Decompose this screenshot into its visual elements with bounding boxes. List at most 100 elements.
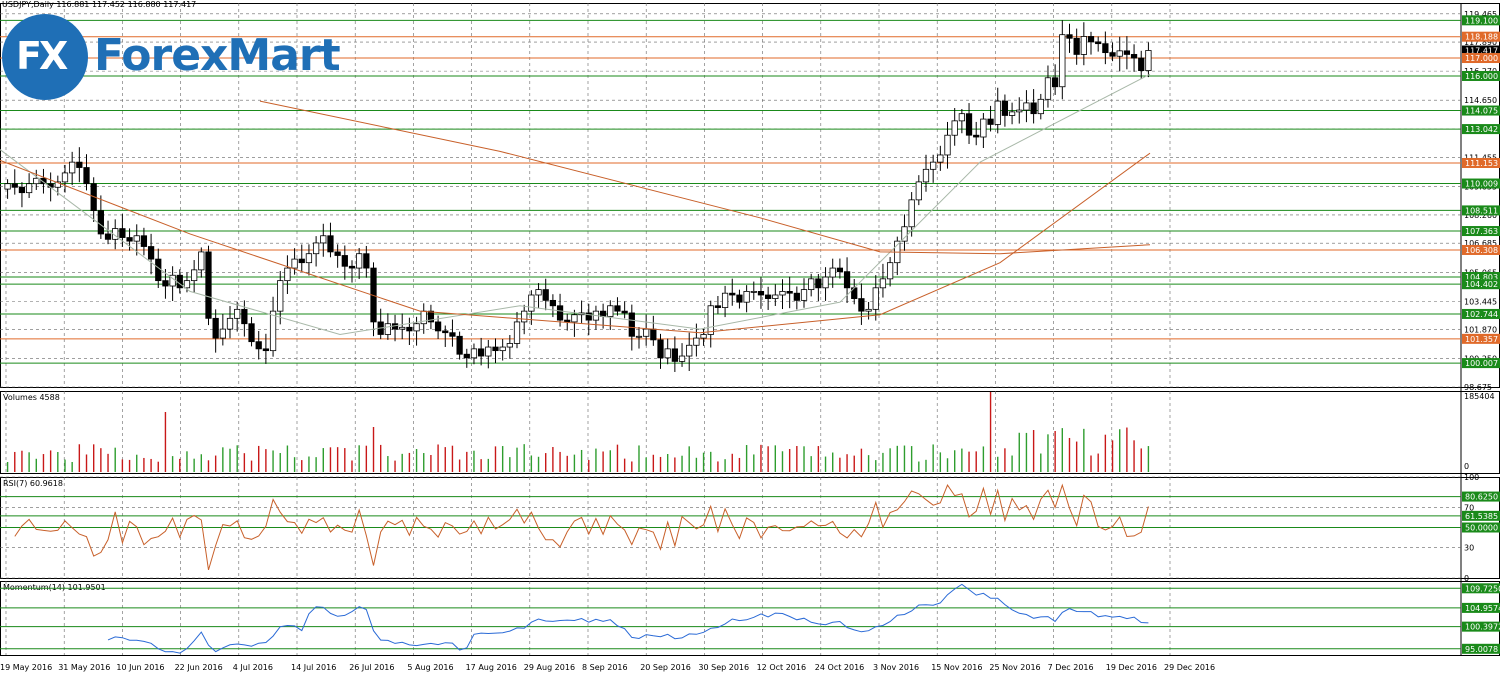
candle-body [334, 251, 341, 256]
candle-body [284, 267, 291, 282]
candle-body [700, 334, 707, 339]
candle-body [83, 167, 90, 185]
momentum-level-label: 100.3972 [1465, 623, 1500, 632]
candle-body [513, 321, 521, 344]
candle-body [427, 310, 435, 323]
logo-mark: FX [2, 14, 88, 100]
candle-body [915, 181, 922, 201]
candle-body [1102, 43, 1109, 54]
level-tag [1462, 226, 1500, 237]
candle-body [599, 310, 607, 317]
candle-body [33, 177, 40, 185]
x-tick-label: 20 Sep 2016 [640, 663, 691, 672]
candle-body [449, 332, 456, 337]
candle-body [162, 280, 169, 287]
momentum-title: Momentum(14) 101.9501 [3, 583, 106, 592]
momentum-level-label: 95.0078 [1465, 645, 1498, 654]
x-tick-label: 8 Sep 2016 [582, 663, 628, 672]
level-tag [1462, 70, 1500, 81]
x-tick-label: 5 Aug 2016 [407, 663, 453, 672]
x-tick-label: 26 Jul 2016 [349, 663, 394, 672]
x-tick-label: 25 Nov 2016 [989, 663, 1040, 672]
candle-body [614, 305, 621, 312]
candle-body [779, 291, 786, 296]
candle-body [707, 305, 714, 335]
candle-body [406, 326, 413, 332]
level-label: 106.308 [1465, 246, 1498, 255]
y-tick-label: 106.685 [1464, 239, 1497, 248]
level-tag [1462, 333, 1500, 344]
candle-body [922, 168, 930, 183]
candle-body [76, 161, 83, 168]
candle-body [528, 294, 535, 312]
x-tick-label: 19 Dec 2016 [1106, 663, 1157, 672]
candle-body [643, 328, 650, 337]
candle-body [686, 344, 693, 357]
candle-body [434, 321, 442, 332]
level-tag [1462, 308, 1500, 319]
candle-body [865, 308, 872, 312]
candle-body [97, 210, 104, 235]
candle-body [1066, 34, 1073, 39]
candle-body [994, 100, 1001, 125]
candle-body [937, 154, 944, 163]
candle-body [1052, 77, 1059, 88]
x-tick-label: 29 Aug 2016 [524, 663, 575, 672]
rsi-tick-label: 0 [1464, 574, 1469, 583]
level-label: 118.188 [1465, 33, 1498, 42]
volume-zero-label: 0 [1464, 462, 1469, 471]
candle-body [808, 278, 815, 291]
logo-wordmark: ForexMart [94, 30, 341, 81]
candle-body [1037, 98, 1044, 115]
candle-body [499, 346, 506, 352]
x-tick-label: 17 Aug 2016 [466, 663, 517, 672]
y-tick-label: 103.445 [1464, 297, 1497, 306]
x-tick-label: 12 Oct 2016 [757, 663, 806, 672]
candle-body [69, 161, 76, 174]
candle-body [1059, 34, 1066, 88]
logo-mark-text: FX [16, 34, 68, 78]
candle-body [356, 253, 363, 269]
rsi-tick-label: 70 [1464, 503, 1474, 512]
candle-body [765, 294, 772, 299]
candle-body [1123, 50, 1131, 55]
broker-logo: FX ForexMart [2, 14, 341, 100]
candle-body [126, 237, 133, 242]
candle-body [1030, 102, 1037, 115]
level-label: 101.357 [1465, 335, 1498, 344]
y-tick-label: 119.465 [1464, 10, 1497, 19]
level-tag [1462, 205, 1500, 216]
candle-body [772, 294, 779, 299]
candle-body [721, 292, 729, 308]
x-tick-label: 3 Nov 2016 [873, 663, 919, 672]
candle-body [549, 299, 557, 307]
symbol-info: USDJPY,Daily 116.881 117.452 116.880 117… [2, 0, 197, 9]
candle-body [485, 346, 492, 357]
candle-body [678, 355, 686, 362]
candle-body [958, 113, 965, 122]
candle-body [119, 228, 126, 238]
candle-body [693, 337, 700, 346]
candle-body [241, 308, 248, 325]
candle-body [1073, 37, 1080, 55]
ma-mid-line [0, 152, 1151, 334]
x-tick-label: 29 Dec 2016 [1164, 663, 1215, 672]
level-label: 104.402 [1465, 280, 1498, 289]
candle-body [305, 253, 313, 264]
candle-body [1008, 111, 1016, 116]
candle-body [829, 267, 836, 278]
ma-slow-line [259, 100, 1151, 255]
candle-body [176, 274, 183, 289]
candle-body [363, 253, 370, 269]
level-label: 104.803 [1465, 273, 1498, 282]
candle-body [944, 134, 951, 156]
candle-body [664, 348, 671, 359]
level-tag [1462, 271, 1500, 282]
candle-body [54, 181, 61, 188]
candle-body [320, 235, 327, 244]
candle-body [191, 269, 198, 282]
candle-body [456, 335, 463, 355]
level-label: 108.511 [1465, 206, 1498, 215]
